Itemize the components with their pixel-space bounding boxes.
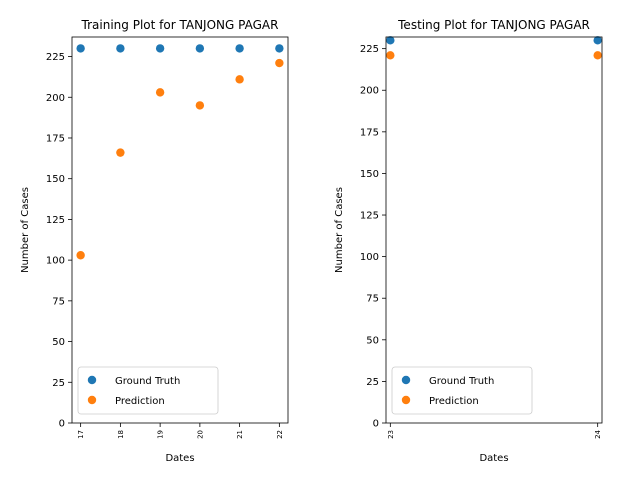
ground-truth-point (386, 36, 395, 45)
y-tick-label: 225 (46, 52, 65, 63)
prediction-point (155, 88, 165, 97)
legend: Ground Truth Prediction (77, 366, 219, 415)
legend-label: Ground Truth (115, 376, 180, 387)
legend-label: Ground Truth (429, 376, 494, 387)
legend-label: Prediction (429, 396, 479, 407)
legend-label: Prediction (115, 396, 165, 407)
y-tick-label: 200 (46, 93, 65, 104)
chart-panel-2: Testing Plot for TANJONG PAGAR 0 25 50 75 100… (334, 18, 603, 464)
legend-box (77, 366, 219, 415)
prediction-point (593, 51, 602, 60)
y-tick-label: 100 (46, 256, 65, 267)
y-tick-label: 225 (360, 44, 379, 55)
x-axis-label: Dates (165, 453, 194, 464)
ground-truth-point (593, 36, 602, 45)
chart-title: Testing Plot for TANJONG PAGAR (397, 18, 590, 32)
y-axis-label: Number of Cases (334, 187, 345, 273)
x-tick-label: 23 (387, 430, 395, 439)
y-tick-label: 0 (373, 419, 379, 430)
legend-box (391, 366, 533, 415)
y-tick-label: 175 (46, 133, 65, 144)
prediction-point (386, 51, 395, 60)
y-tick-label: 50 (366, 335, 379, 346)
y-tick-label: 75 (366, 294, 379, 305)
legend-marker (401, 375, 411, 385)
x-tick-label: 18 (117, 430, 125, 439)
prediction-point (116, 148, 125, 157)
y-tick-label: 175 (360, 127, 379, 138)
prediction-point (275, 58, 284, 68)
y-tick-label: 150 (360, 169, 379, 180)
ground-truth-point (195, 44, 205, 53)
y-tick-label: 150 (46, 174, 65, 185)
prediction-point (235, 75, 244, 84)
y-tick-label: 0 (59, 419, 65, 430)
legend: Ground Truth Prediction (391, 366, 533, 415)
x-tick-label: 24 (594, 429, 602, 438)
y-tick-label: 125 (360, 211, 379, 222)
ground-truth-point (116, 44, 125, 53)
ground-truth-point (275, 44, 284, 53)
x-tick-label: 19 (157, 430, 165, 439)
y-tick-label: 50 (52, 337, 65, 348)
ground-truth-point (155, 44, 165, 53)
y-tick-label: 100 (360, 252, 379, 263)
x-axis-label: Dates (479, 453, 508, 464)
legend-marker (87, 375, 97, 385)
y-tick-label: 25 (366, 377, 379, 388)
chart-title: Training Plot for TANJONG PAGAR (81, 18, 279, 32)
chart-panel-1: Training Plot for TANJONG PAGAR 0 25 50 75 10… (20, 18, 289, 464)
y-tick-label: 75 (52, 296, 65, 307)
x-tick-label: 17 (77, 430, 85, 439)
prediction-point (195, 101, 205, 110)
x-tick-label: 22 (276, 430, 284, 439)
ground-truth-point (76, 44, 85, 53)
y-tick-label: 125 (46, 215, 65, 226)
legend-marker (401, 395, 411, 405)
y-axis-label: Number of Cases (20, 187, 31, 273)
x-tick-label: 20 (196, 430, 204, 439)
ground-truth-point (235, 44, 244, 53)
x-tick-label: 21 (236, 430, 244, 439)
y-tick-label: 200 (360, 86, 379, 97)
plot-area-frame (385, 36, 603, 424)
plot-area-frame (71, 36, 289, 424)
prediction-point (76, 251, 85, 260)
y-tick-label: 25 (52, 378, 65, 389)
legend-marker (87, 395, 97, 405)
